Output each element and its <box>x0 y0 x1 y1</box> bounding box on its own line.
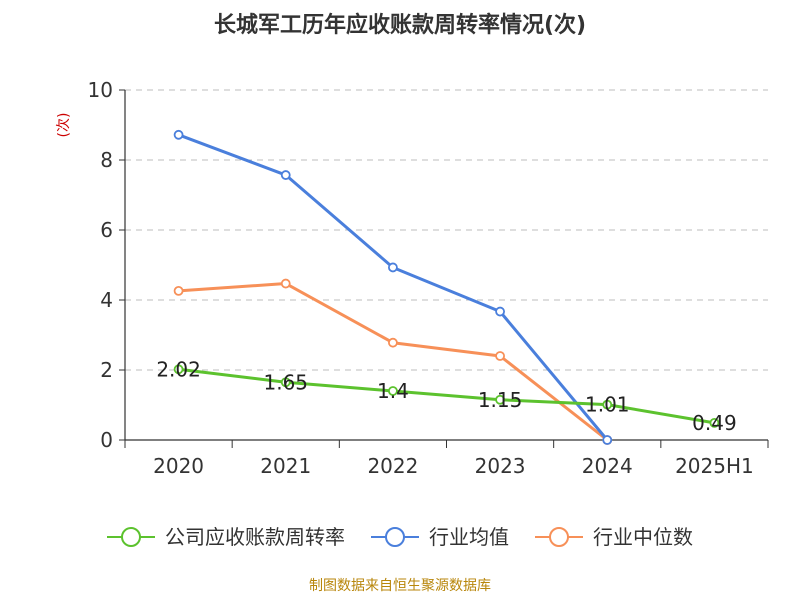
data-point <box>280 170 291 180</box>
data-point <box>602 399 613 410</box>
grid-lines <box>125 89 768 371</box>
data-point <box>280 377 291 388</box>
data-point <box>709 417 720 428</box>
data-point <box>173 364 184 375</box>
y-tick-label: 0 <box>100 428 113 452</box>
x-tick-label: 2021 <box>260 454 311 478</box>
data-point <box>280 278 291 289</box>
y-axis-label: (次) <box>56 113 72 138</box>
data-label: 1.15 <box>478 388 523 412</box>
y-tick-label: 6 <box>100 218 113 242</box>
legend-marker-icon <box>121 527 141 547</box>
data-label: 2.02 <box>156 357 201 381</box>
data-point <box>495 394 505 405</box>
chart-title: 长城军工历年应收账款周转率情况(次) <box>214 12 586 38</box>
x-tick-label: 2023 <box>475 454 526 478</box>
legend: 公司应收账款周转率 行业均值 行业中位数 <box>107 525 693 549</box>
data-label: 1.4 <box>377 379 409 403</box>
data-point <box>388 337 398 348</box>
data-point <box>388 386 398 396</box>
legend-label: 行业中位数 <box>593 525 693 549</box>
legend-label: 行业均值 <box>429 525 509 549</box>
data-labels: 2.02 1.65 1.4 1.15 1.01 0.49 <box>156 357 736 435</box>
data-point <box>495 306 505 317</box>
legend-item[interactable]: 行业中位数 <box>535 525 693 549</box>
axes: 0 2 4 6 8 10 2020 2021 2022 2023 2024 2025H1 <box>88 78 769 478</box>
data-point <box>602 435 613 445</box>
x-tick-label: 2025H1 <box>675 454 754 478</box>
data-point <box>173 285 184 296</box>
x-tick-label: 2020 <box>153 454 204 478</box>
source-note: 制图数据来自恒生聚源数据库 <box>309 578 491 594</box>
series-lines <box>173 129 720 445</box>
legend-marker-icon <box>385 527 405 547</box>
series-line <box>177 367 716 425</box>
legend-item[interactable]: 公司应收账款周转率 <box>107 525 345 549</box>
data-point <box>173 129 184 140</box>
x-tick-label: 2024 <box>582 454 633 478</box>
data-label: 1.65 <box>263 370 308 394</box>
legend-item[interactable]: 行业均值 <box>371 525 509 549</box>
y-tick-label: 4 <box>100 288 113 312</box>
y-tick-label: 8 <box>100 148 113 172</box>
legend-label: 公司应收账款周转率 <box>165 525 345 549</box>
data-label: 1.01 <box>585 393 630 417</box>
y-tick-label: 2 <box>100 358 113 382</box>
y-tick-label: 10 <box>88 78 113 102</box>
data-point <box>388 262 398 273</box>
data-point <box>495 351 505 361</box>
x-tick-label: 2022 <box>367 454 418 478</box>
data-label: 0.49 <box>692 411 737 435</box>
legend-marker-icon <box>549 527 569 547</box>
